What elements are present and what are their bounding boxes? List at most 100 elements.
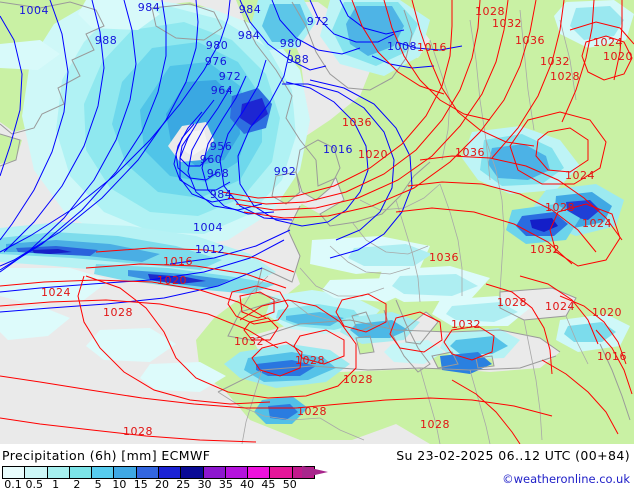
- isobar-label-high: 1020: [603, 50, 633, 63]
- isobar-label-high: 1016: [163, 255, 193, 268]
- forecast-datetime: Su 23-02-2025 06..12 UTC (00+84): [396, 448, 630, 463]
- weather-map-canvas[interactable]: 1004 984988984988980984980972976972964956…: [0, 0, 634, 444]
- isobar-label-high: 1024: [565, 169, 595, 182]
- isobar-label-low: 1004: [193, 221, 223, 234]
- isobar-label-low: 960: [200, 153, 223, 166]
- legend-swatch: [91, 467, 114, 478]
- coastline-layer: [0, 1, 631, 421]
- legend-tick: 10: [112, 478, 127, 490]
- isobar-label-high: 1032: [451, 318, 481, 331]
- isobar-label-high: 1020: [157, 274, 187, 287]
- isobar-label-high: 1036: [429, 251, 459, 264]
- legend-overflow-arrow-icon: [302, 466, 328, 478]
- isobar-low-labels: 1004 984988984988980984980972976972964956…: [19, 1, 417, 256]
- isobar-label-high: 1032: [234, 335, 264, 348]
- isobar-label-high: 1024: [41, 286, 71, 299]
- legend-tick: 0.5: [25, 478, 44, 490]
- chart-title: Precipitation (6h) [mm] ECMWF: [2, 448, 211, 463]
- isobar-label-low: 1008: [387, 40, 417, 53]
- isobar-label-high: 1032: [540, 55, 570, 68]
- legend-tick: 30: [197, 478, 212, 490]
- footer-panel: Precipitation (6h) [mm] ECMWF Su 23-02-2…: [0, 444, 634, 490]
- legend-tick: 2: [73, 478, 81, 490]
- precipitation-legend[interactable]: 0.1 0.5 1 2 5 10 15 20 25 30 35 40 45 50: [2, 466, 332, 490]
- legend-tick: 1: [52, 478, 60, 490]
- isobar-label-low: 972: [219, 70, 242, 83]
- legend-swatch: [113, 467, 136, 478]
- precipitation-layer: [0, 0, 634, 424]
- isobar-label-low: 988: [95, 34, 118, 47]
- precip-cyclone-main: [22, 0, 310, 250]
- isobar-label-low: 984: [210, 188, 233, 201]
- isobar-label-high: 1032: [492, 17, 522, 30]
- legend-swatch: [224, 467, 248, 478]
- legend-tick: 45: [261, 478, 276, 490]
- legend-swatch: [269, 467, 292, 478]
- isobar-label-high: 1024: [545, 300, 575, 313]
- isobar-label-low: 980: [206, 39, 229, 52]
- isobar-label-high: 1032: [530, 243, 560, 256]
- legend-tick: 40: [240, 478, 255, 490]
- legend-tick: 20: [155, 478, 169, 490]
- isobar-label-high: 1028: [497, 296, 527, 309]
- isobar-label-low: 972: [307, 15, 330, 28]
- isobar-label-high: 1016: [597, 350, 627, 363]
- isobar-label-high: 1036: [515, 34, 545, 47]
- legend-tick: 5: [94, 478, 102, 490]
- isobar-label-high: 1028: [103, 306, 133, 319]
- isobar-label-low: 984: [239, 3, 262, 16]
- isobar-label-high: 1028: [475, 5, 505, 18]
- legend-swatch: [3, 467, 25, 478]
- legend-tick: 15: [133, 478, 148, 490]
- legend-swatch: [24, 467, 47, 478]
- isobar-label-low: 964: [211, 84, 234, 97]
- isobar-label-high: 1036: [455, 146, 485, 159]
- copyright-credit: ©weatheronline.co.uk: [502, 472, 630, 486]
- isobar-label-low: 976: [205, 55, 228, 68]
- isobar-label-high: 1028: [545, 201, 575, 214]
- isobar-label-low: 968: [207, 167, 230, 180]
- isobar-label-low: 956: [210, 140, 233, 153]
- isobar-label-low: 988: [287, 53, 310, 66]
- isobar-label-high: 1024: [593, 36, 623, 49]
- isobar-label-high: 1028: [420, 418, 450, 431]
- legend-swatch: [46, 467, 69, 478]
- precip-sw-atlantic: [0, 268, 226, 392]
- isobar-label-high: 1028: [297, 405, 327, 418]
- isobar-label-low: 992: [274, 165, 297, 178]
- isobar-label-high: 1028: [550, 70, 580, 83]
- legend-swatch: [135, 467, 158, 478]
- isobar-label-high: 1028: [295, 354, 325, 367]
- legend-tick: 50: [282, 478, 297, 490]
- legend-colorbar[interactable]: [2, 466, 315, 479]
- isobar-label-high: 1028: [123, 425, 153, 438]
- legend-tick: 35: [218, 478, 233, 490]
- isobar-label-low: 1012: [195, 243, 225, 256]
- legend-swatch: [202, 467, 225, 478]
- legend-swatch: [180, 467, 203, 478]
- isobar-label-low: 1004: [19, 4, 49, 17]
- isobar-label-high: 1028: [343, 373, 373, 386]
- isobar-label-high: 1036: [342, 116, 372, 129]
- precip-nw: [0, 0, 160, 70]
- isobar-label-low: 1016: [323, 143, 353, 156]
- isobar-label-high: 1024: [582, 217, 612, 230]
- isobar-high-layer: [0, 0, 634, 444]
- legend-tick: 0.1: [4, 478, 22, 490]
- isobar-label-low: 984: [138, 1, 161, 14]
- legend-tick: 25: [176, 478, 191, 490]
- precip-central-europe-mid: [348, 244, 518, 322]
- isobar-low-layer: [0, 0, 463, 313]
- map-panel[interactable]: 1004 984 988 984 988 980 984 980 972 976 972 964 956…: [0, 0, 634, 444]
- isobar-label-high: 1020: [358, 148, 388, 161]
- legend-swatch: [157, 467, 181, 478]
- precip-ne-corner: [554, 0, 634, 48]
- legend-swatch: [68, 467, 92, 478]
- isobar-label-low: 984: [238, 29, 261, 42]
- isobar-label-low: 980: [280, 37, 303, 50]
- precip-scandinavia: [250, 0, 430, 76]
- isobar-label-high: 1020: [592, 306, 622, 319]
- isobar-label-high: 1016: [417, 41, 447, 54]
